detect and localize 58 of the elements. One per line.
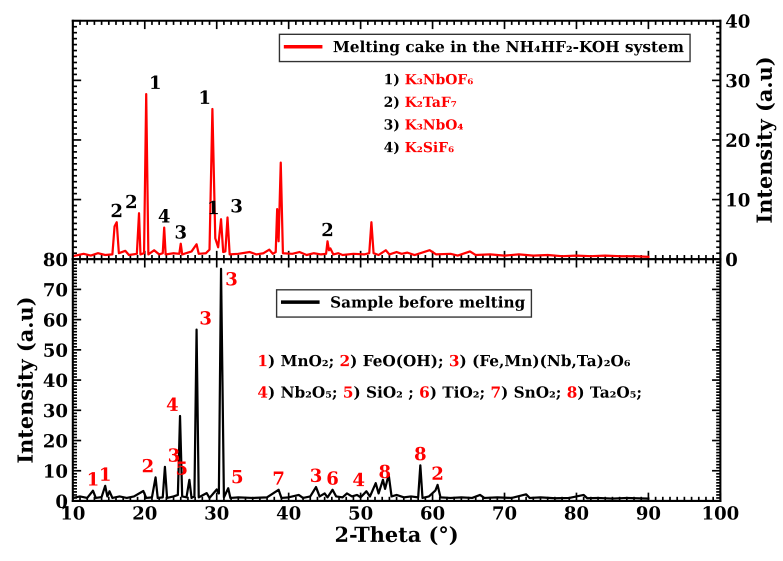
annotation: 1) K₃NbOF₆ <box>385 74 473 86</box>
annotation: 4 <box>166 398 178 411</box>
annotation: 8 <box>379 464 390 478</box>
y-tick-label: 0 <box>726 252 737 266</box>
annotation: 2 <box>126 194 136 208</box>
x-tick-label: 70 <box>493 506 516 520</box>
text: 4) Nb₂O₅; 5) SiO₂ ; 6) TiO₂; 7) SnO₂; 8) Ta₂O₅; <box>258 386 641 400</box>
y-axis-title: Intensity (a.u) <box>16 298 38 463</box>
annotation: 2 <box>112 204 122 218</box>
y-tick-label: 80 <box>44 252 68 266</box>
y-tick-label: 70 <box>44 282 68 297</box>
legend-label: Melting cake in the NH₄HF₂-KOH system <box>334 40 684 56</box>
legend-label: Sample before melting <box>331 296 525 311</box>
annotation: 4) K₂SiF₆ <box>384 142 454 154</box>
y-tick-label: 50 <box>44 343 68 357</box>
annotation: 1 <box>88 472 98 486</box>
annotation: 4 <box>353 472 364 486</box>
x-tick-label: 30 <box>205 506 228 520</box>
annotation: 1 <box>209 200 218 214</box>
annotation: 6 <box>327 471 338 485</box>
annotation: 5 <box>232 470 242 484</box>
text: 1) MnO₂; 2) FeO(OH); 3) (Fe,Mn)(Nb,Ta)₂O₆ <box>259 354 630 369</box>
x-tick-label: 100 <box>704 506 738 520</box>
x-tick-label: 60 <box>421 506 444 520</box>
y-tick-label: 20 <box>44 434 68 448</box>
x-tick-label: 80 <box>564 506 588 520</box>
annotation: 1 <box>101 467 110 481</box>
x-tick-label: 50 <box>350 506 372 520</box>
annotation: 2 <box>322 222 332 236</box>
annotation: 3 <box>176 225 186 239</box>
y-tick-label: 60 <box>44 313 68 327</box>
y-axis-title: Intensity (a.u) <box>756 58 776 223</box>
y-tick-label: 0 <box>56 494 68 508</box>
y-tick-label: 10 <box>727 193 750 207</box>
x-tick-label: 10 <box>62 506 85 520</box>
annotation: 8 <box>414 446 426 460</box>
x-tick-label: 20 <box>133 506 156 520</box>
annotation: 2 <box>142 458 153 472</box>
x-axis-title: 2-Theta (°) <box>336 526 457 546</box>
annotation: 3 <box>200 311 211 325</box>
annotation: 2 <box>432 466 442 480</box>
y-tick-label: 40 <box>44 374 68 388</box>
annotation: 3 <box>226 272 237 286</box>
y-tick-label: 10 <box>45 464 68 478</box>
y-tick-label: 30 <box>44 404 68 418</box>
annotation: 3) K₃NbO₄ <box>384 118 463 132</box>
annotation: 1 <box>151 76 160 89</box>
annotation: 3 <box>232 198 242 213</box>
annotation: 4 <box>158 209 170 222</box>
annotation: 7 <box>274 471 284 485</box>
x-tick-label: 90 <box>636 506 660 520</box>
annotation: 2) K₂TaF₇ <box>384 96 456 110</box>
annotation: 3 <box>310 468 322 482</box>
x-tick-label: 40 <box>276 506 300 520</box>
y-tick-label: 30 <box>726 74 750 88</box>
y-tick-label: 40 <box>726 14 750 28</box>
y-tick-label: 20 <box>726 133 750 148</box>
annotation: 1 <box>200 90 210 104</box>
